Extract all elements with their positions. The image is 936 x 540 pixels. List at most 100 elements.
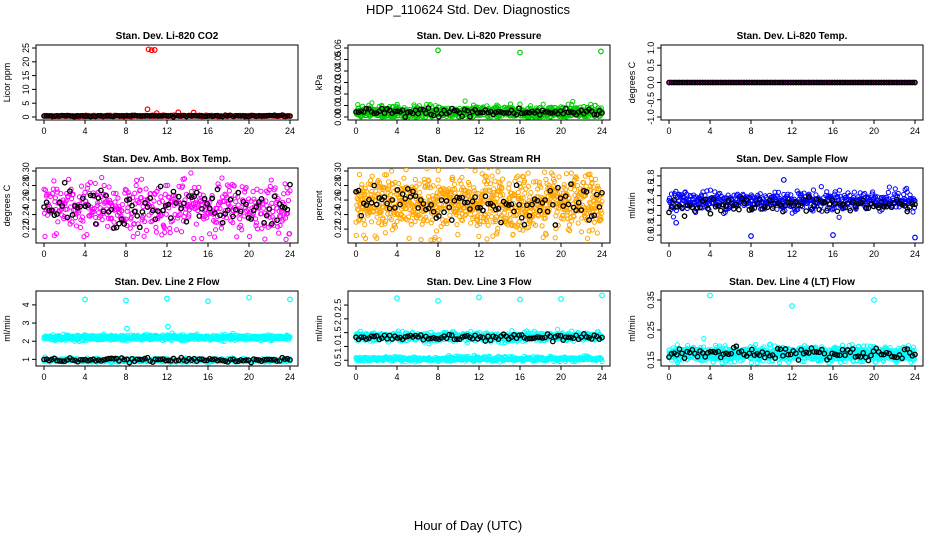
data-point — [149, 207, 156, 214]
data-point — [155, 208, 161, 214]
data-point — [524, 109, 530, 116]
data-point — [217, 205, 223, 212]
y-tick-label: 0.30 — [333, 162, 343, 180]
data-point — [88, 212, 94, 218]
data-point — [286, 231, 293, 237]
data-point — [180, 200, 187, 207]
data-point — [147, 195, 154, 202]
series-1 — [353, 181, 605, 228]
data-point — [772, 200, 779, 207]
data-point — [467, 113, 473, 120]
data-point — [379, 190, 385, 197]
data-point — [174, 215, 181, 221]
data-point — [904, 189, 910, 195]
data-point — [131, 112, 138, 119]
data-point — [158, 213, 164, 219]
data-point — [245, 113, 252, 120]
data-point — [371, 182, 377, 189]
data-point — [381, 194, 388, 201]
data-point — [217, 212, 223, 219]
data-point — [428, 201, 434, 208]
data-point — [394, 218, 400, 225]
data-point — [909, 79, 916, 86]
data-point — [563, 171, 570, 177]
data-point — [455, 232, 461, 238]
data-point — [475, 198, 481, 204]
data-point — [49, 191, 55, 197]
data-point — [222, 211, 229, 217]
data-point — [127, 225, 133, 231]
x-tick-label: 0 — [41, 126, 46, 136]
data-point — [751, 79, 758, 86]
x-tick-label: 16 — [828, 126, 838, 136]
outlier-point — [144, 106, 151, 113]
data-point — [886, 184, 892, 190]
data-point — [108, 113, 115, 120]
data-point — [77, 224, 84, 231]
data-point — [183, 113, 190, 120]
data-point — [560, 203, 567, 209]
data-point — [490, 203, 497, 209]
data-point — [209, 195, 216, 202]
data-point — [175, 193, 182, 200]
data-point — [85, 113, 91, 119]
x-tick-label: 24 — [597, 249, 607, 259]
data-point — [459, 113, 466, 120]
data-point — [904, 208, 911, 215]
data-point — [704, 205, 711, 212]
data-point — [227, 112, 234, 119]
y-tick-label: 0.01 — [333, 97, 343, 115]
data-point — [162, 202, 169, 209]
data-point — [523, 186, 529, 192]
data-point — [539, 223, 545, 229]
data-point — [666, 209, 672, 216]
data-point — [485, 222, 491, 228]
data-point — [186, 112, 192, 119]
data-point — [116, 220, 122, 227]
data-point — [526, 224, 532, 230]
y-axis-label: ml/min — [627, 192, 637, 219]
data-point — [55, 219, 61, 225]
points-layer — [41, 170, 293, 242]
data-point — [230, 220, 236, 226]
data-point — [372, 162, 376, 166]
data-point — [533, 179, 539, 185]
data-point — [131, 208, 138, 215]
data-point — [881, 203, 887, 210]
data-point — [93, 214, 99, 221]
data-point — [495, 205, 502, 212]
data-point — [842, 79, 848, 86]
outlier-point — [82, 296, 88, 303]
data-point — [235, 112, 242, 119]
data-point — [818, 199, 825, 205]
data-point — [506, 181, 512, 187]
data-point — [425, 105, 432, 111]
data-point — [512, 223, 518, 229]
data-point — [222, 112, 229, 119]
data-point — [266, 187, 272, 193]
y-tick-label: 0.06 — [333, 39, 343, 57]
data-point — [67, 188, 73, 195]
data-point — [563, 190, 569, 197]
data-point — [425, 184, 431, 190]
data-point — [449, 174, 455, 180]
data-point — [134, 113, 141, 119]
data-point — [166, 194, 172, 200]
y-tick-label: 0.8 — [646, 219, 656, 232]
data-point — [412, 176, 418, 183]
data-point — [774, 79, 781, 86]
data-point — [491, 192, 497, 198]
data-point — [196, 113, 203, 119]
data-point — [697, 204, 703, 211]
data-point — [808, 206, 815, 213]
x-tick-label: 12 — [474, 249, 484, 259]
data-point — [199, 112, 205, 119]
data-point — [274, 112, 280, 119]
x-tick-label: 12 — [162, 126, 172, 136]
data-point — [408, 221, 414, 227]
data-point — [111, 113, 117, 120]
data-point — [829, 197, 835, 203]
data-point — [754, 79, 760, 86]
data-point — [355, 187, 362, 194]
data-point — [813, 79, 820, 86]
